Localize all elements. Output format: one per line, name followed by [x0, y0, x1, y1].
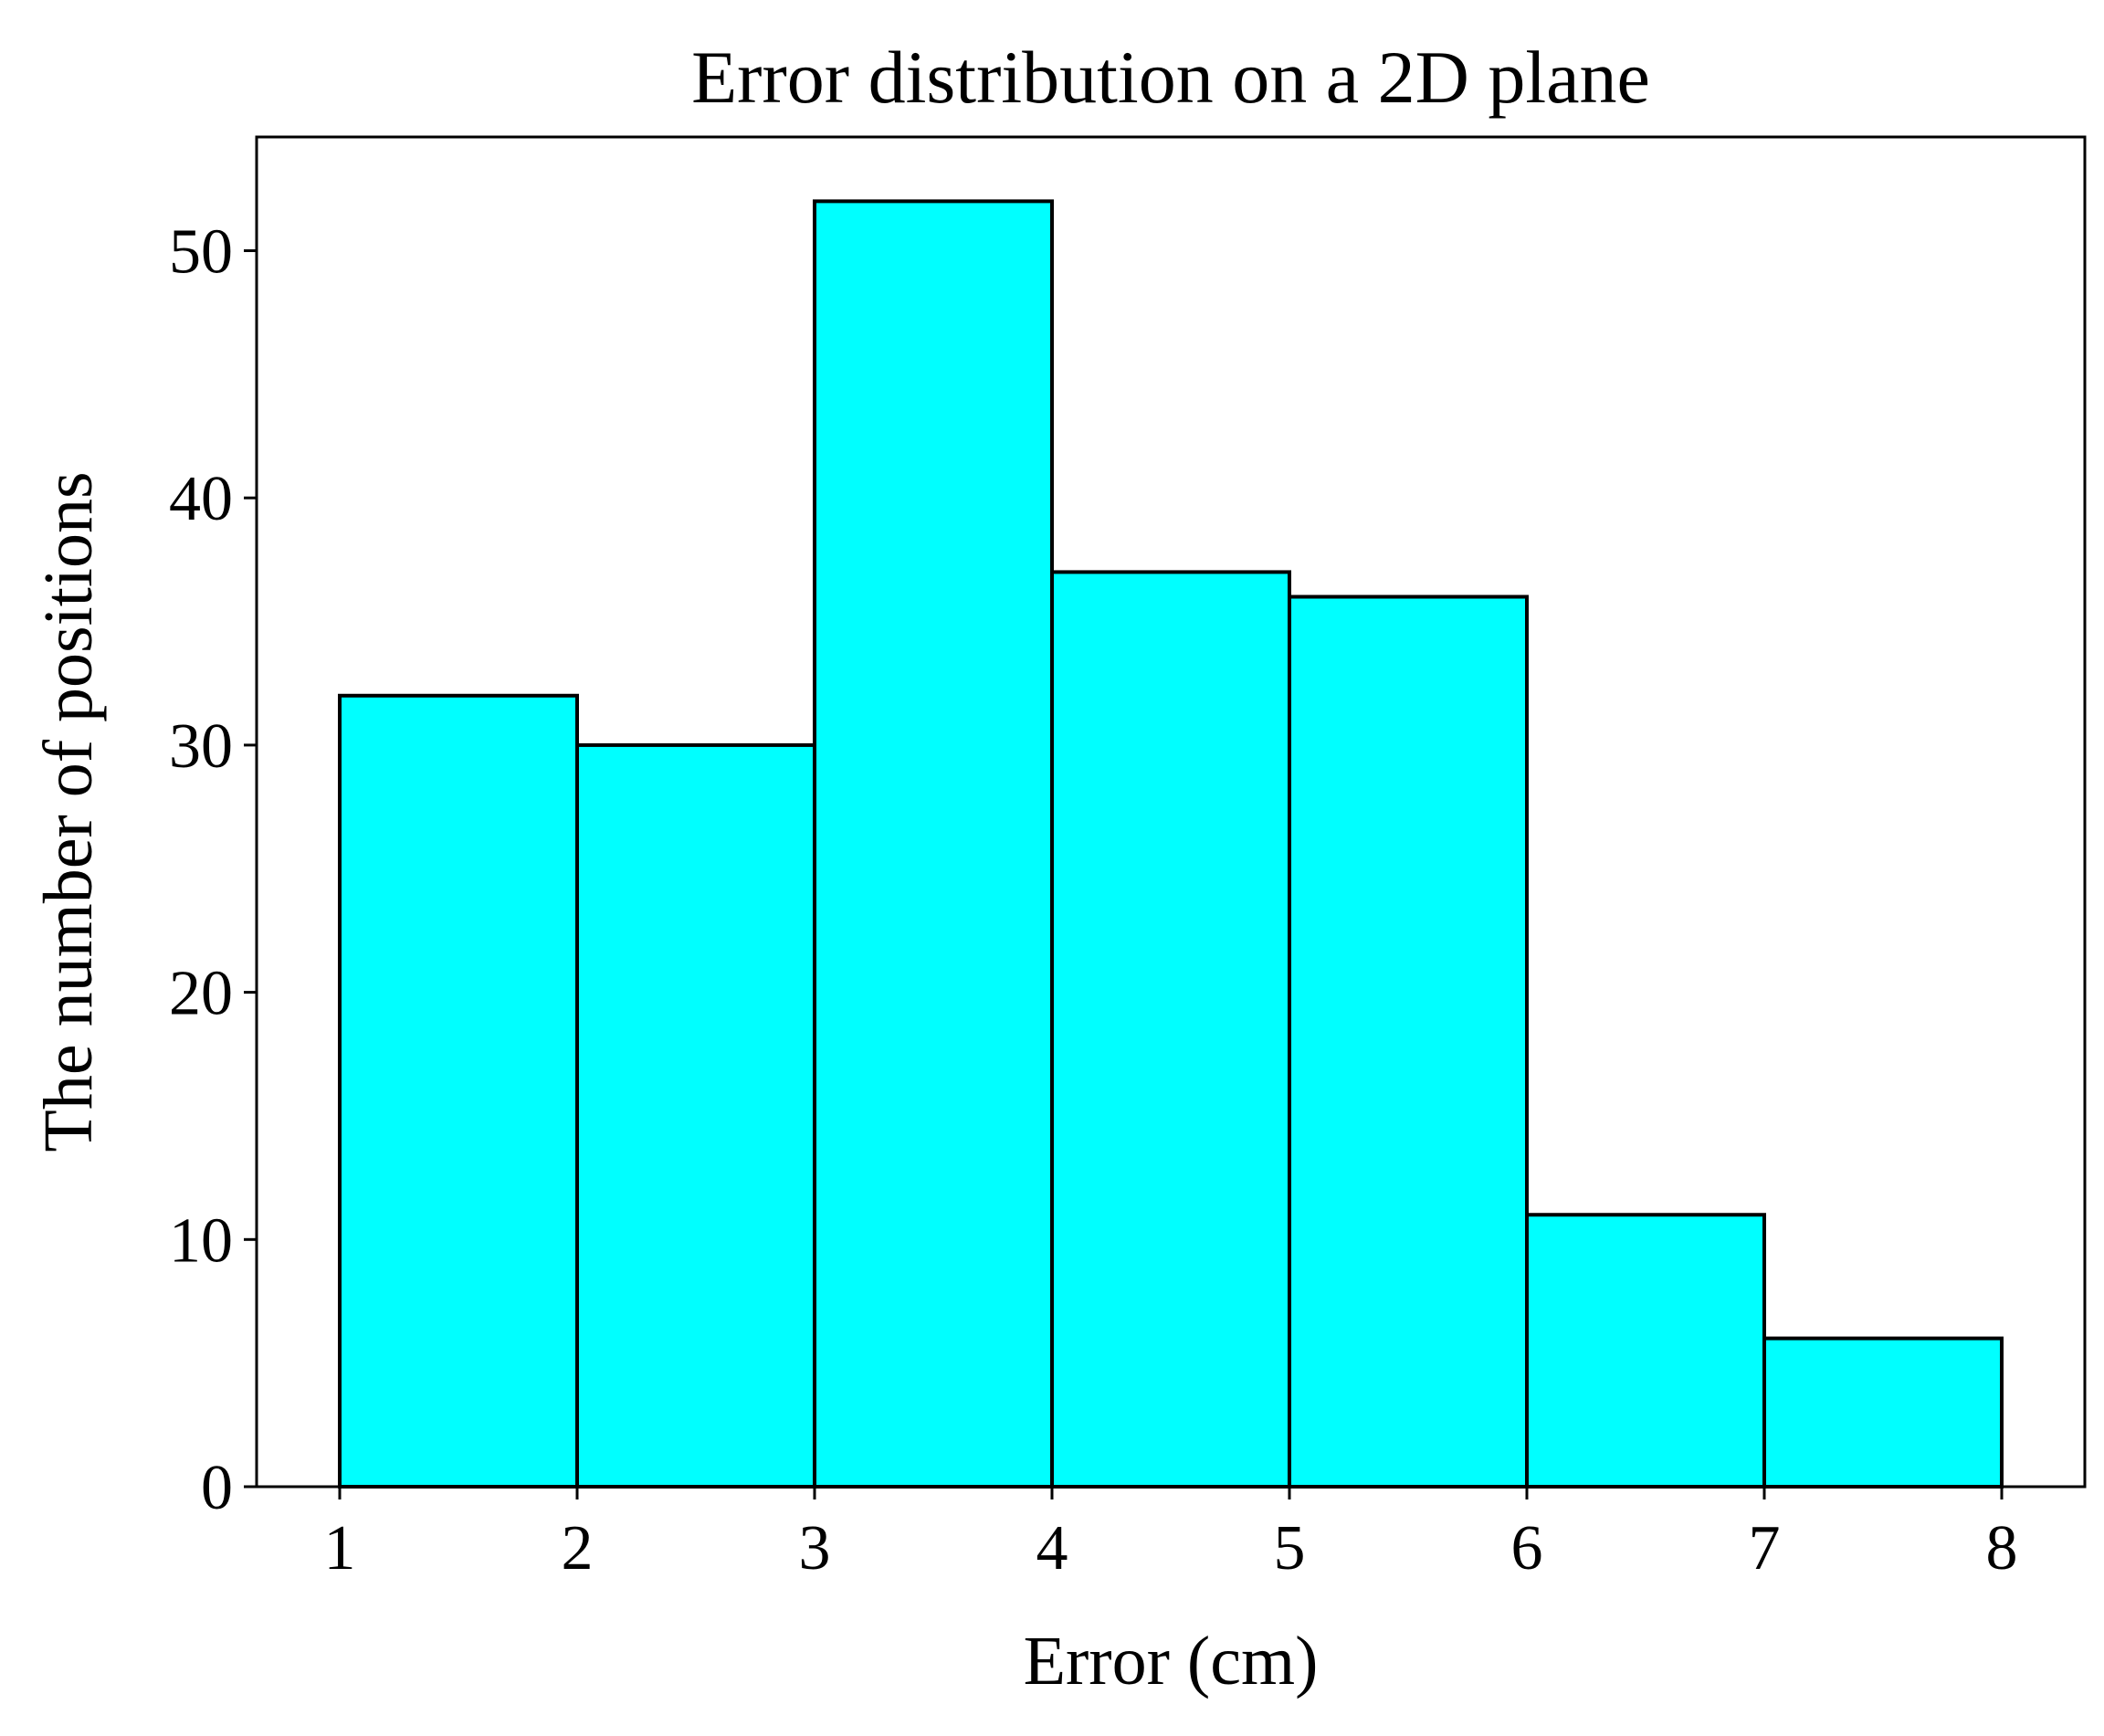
y-tick-label: 30 — [169, 711, 233, 782]
histogram-bar — [338, 693, 579, 1489]
histogram-bar — [813, 199, 1054, 1489]
y-tick-label: 50 — [169, 217, 233, 288]
histogram-bar — [1762, 1336, 2004, 1489]
bars-group — [338, 199, 2004, 1489]
x-axis-ticks: 1 2 3 4 5 6 7 8 — [324, 1487, 2018, 1583]
x-tick-label: 8 — [1986, 1513, 2018, 1583]
histogram-bar — [1288, 594, 1529, 1489]
histogram-bar — [575, 742, 816, 1489]
histogram-bar — [1050, 570, 1291, 1489]
x-tick-label: 3 — [799, 1513, 831, 1583]
x-tick-label: 4 — [1036, 1513, 1068, 1583]
y-tick-label: 10 — [169, 1205, 233, 1276]
x-tick-label: 7 — [1749, 1513, 1781, 1583]
chart-title: Error distribution on a 2D plane — [691, 36, 1650, 119]
y-axis-label: The number of positions — [30, 471, 107, 1152]
y-tick-label: 0 — [201, 1453, 233, 1523]
x-tick-label: 1 — [324, 1513, 356, 1583]
y-axis-ticks: 0 10 20 30 40 50 — [169, 217, 257, 1523]
y-tick-label: 20 — [169, 959, 233, 1029]
x-tick-label: 6 — [1511, 1513, 1543, 1583]
x-axis-label: Error (cm) — [1024, 1623, 1319, 1699]
x-tick-label: 2 — [562, 1513, 594, 1583]
x-tick-label: 5 — [1274, 1513, 1306, 1583]
histogram-bar — [1525, 1213, 1766, 1489]
y-tick-label: 40 — [169, 464, 233, 534]
plot-frame — [255, 135, 2087, 1489]
